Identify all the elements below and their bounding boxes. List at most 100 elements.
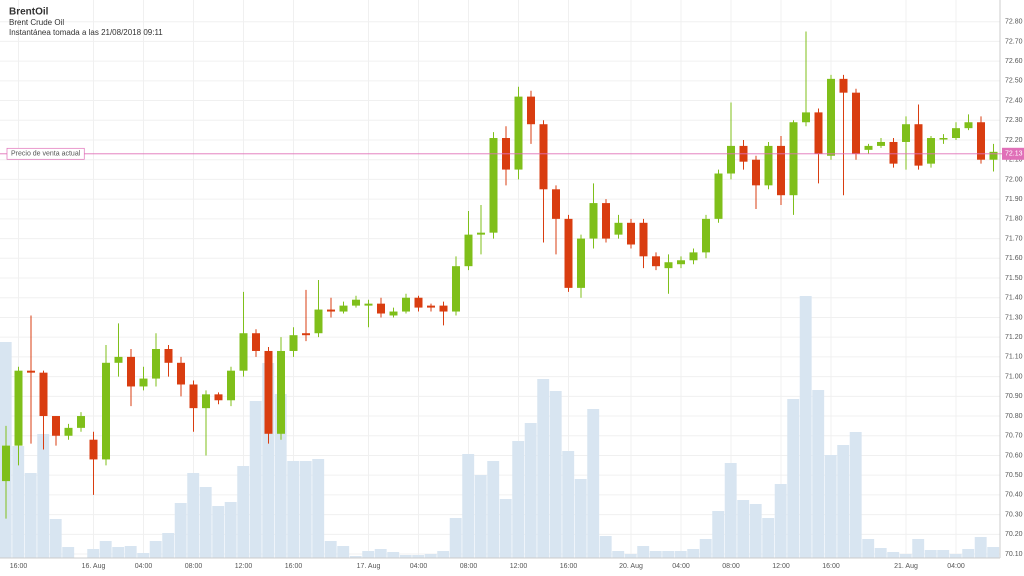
volume-bar (849, 432, 862, 558)
volume-bar (262, 363, 275, 558)
candle-body (27, 370, 35, 373)
volume-bar (99, 541, 112, 558)
y-tick-label: 72.40 (1005, 97, 1023, 104)
candle-body (977, 122, 985, 160)
y-tick-label: 72.60 (1005, 58, 1023, 65)
candle-body (227, 370, 235, 401)
x-tick-label: 16:00 (822, 563, 840, 570)
volume-bar (412, 555, 425, 558)
candle-body (239, 333, 248, 371)
volume-bar (487, 461, 500, 558)
volume-bar (824, 455, 837, 558)
candle-body (914, 124, 923, 166)
volume-bar (587, 409, 600, 558)
candle-body (77, 416, 85, 428)
volume-bar (912, 539, 925, 558)
volume-bar (974, 537, 987, 558)
volume-bar (462, 454, 475, 558)
candle-body (777, 145, 785, 196)
y-tick-label: 72.00 (1005, 176, 1023, 183)
volume-bar (299, 461, 312, 558)
volume-bar (949, 554, 962, 558)
y-tick-label: 72.70 (1005, 38, 1023, 45)
volume-bar (137, 553, 150, 558)
candle-body (889, 141, 898, 164)
volume-bar (349, 556, 362, 558)
candle-body (114, 356, 123, 363)
y-tick-label: 72.80 (1005, 19, 1023, 26)
candle-body (514, 96, 523, 170)
volume-bar (474, 475, 487, 558)
volume-bar (237, 466, 250, 558)
candle-body (352, 299, 360, 306)
volume-bar (699, 539, 712, 558)
y-tick-label: 70.70 (1005, 433, 1023, 440)
candle-body (927, 138, 935, 164)
y-tick-label: 72.30 (1005, 117, 1023, 124)
candle-body (452, 266, 460, 312)
x-tick-label: 16:00 (10, 563, 28, 570)
candle-body (489, 138, 498, 233)
candle-body (64, 427, 73, 436)
candle-body (102, 362, 110, 460)
volume-bar (387, 552, 400, 558)
candle-body (427, 305, 435, 308)
volume-bar (812, 390, 825, 558)
candle-body (802, 112, 810, 123)
x-tick-label: 04:00 (947, 563, 965, 570)
y-tick-label: 70.40 (1005, 492, 1023, 499)
candle-body (764, 145, 773, 186)
candle-body (327, 309, 335, 312)
candle-body (989, 151, 998, 160)
candle-body (139, 378, 148, 387)
x-tick-label: 08:00 (460, 563, 478, 570)
volume-bar (24, 473, 37, 558)
volume-bar (874, 548, 887, 558)
candle-body (152, 348, 160, 379)
volume-bar (674, 551, 687, 558)
candle-body (827, 78, 835, 156)
volume-bar (562, 451, 575, 558)
candle-body (677, 260, 685, 265)
candle-body (177, 362, 185, 385)
candle-body (264, 350, 273, 434)
volume-bar (37, 434, 50, 558)
candle-body (302, 333, 310, 336)
volume-bar (649, 551, 662, 558)
volume-bar (749, 504, 762, 558)
volume-bar (662, 551, 675, 558)
volume-bar (712, 511, 725, 558)
x-tick-label: 12:00 (510, 563, 528, 570)
x-tick-label: 21. Aug (894, 563, 918, 570)
x-tick-label: 04:00 (135, 563, 153, 570)
volume-bar (274, 394, 287, 558)
candle-body (964, 122, 973, 129)
candle-body (377, 303, 385, 314)
y-tick-label: 70.30 (1005, 511, 1023, 518)
candle-body (2, 445, 10, 482)
volume-bar (212, 506, 225, 558)
volume-bar (599, 536, 612, 558)
volume-bar (624, 554, 637, 558)
candle-body (939, 138, 948, 140)
y-tick-label: 70.50 (1005, 472, 1023, 479)
y-tick-label: 72.10 (1005, 157, 1023, 164)
candle-body (402, 297, 410, 312)
volume-bar (524, 423, 537, 558)
volume-bar (174, 503, 187, 558)
volume-bar (887, 552, 900, 558)
candle-body (602, 203, 610, 239)
volume-bar (399, 555, 412, 558)
price-line-label: Precio de venta actual (11, 151, 81, 158)
volume-bar (249, 401, 262, 558)
volume-bar (312, 459, 325, 558)
volume-bar (162, 533, 175, 558)
price-tag-label: 72.13 (1005, 151, 1023, 158)
candle-body (539, 124, 548, 190)
volume-bar (437, 551, 450, 558)
volume-bar (637, 546, 650, 558)
volume-bar (87, 549, 100, 558)
volume-bar (787, 399, 800, 558)
y-tick-label: 70.90 (1005, 393, 1023, 400)
chart-title: BrentOil (9, 7, 49, 18)
